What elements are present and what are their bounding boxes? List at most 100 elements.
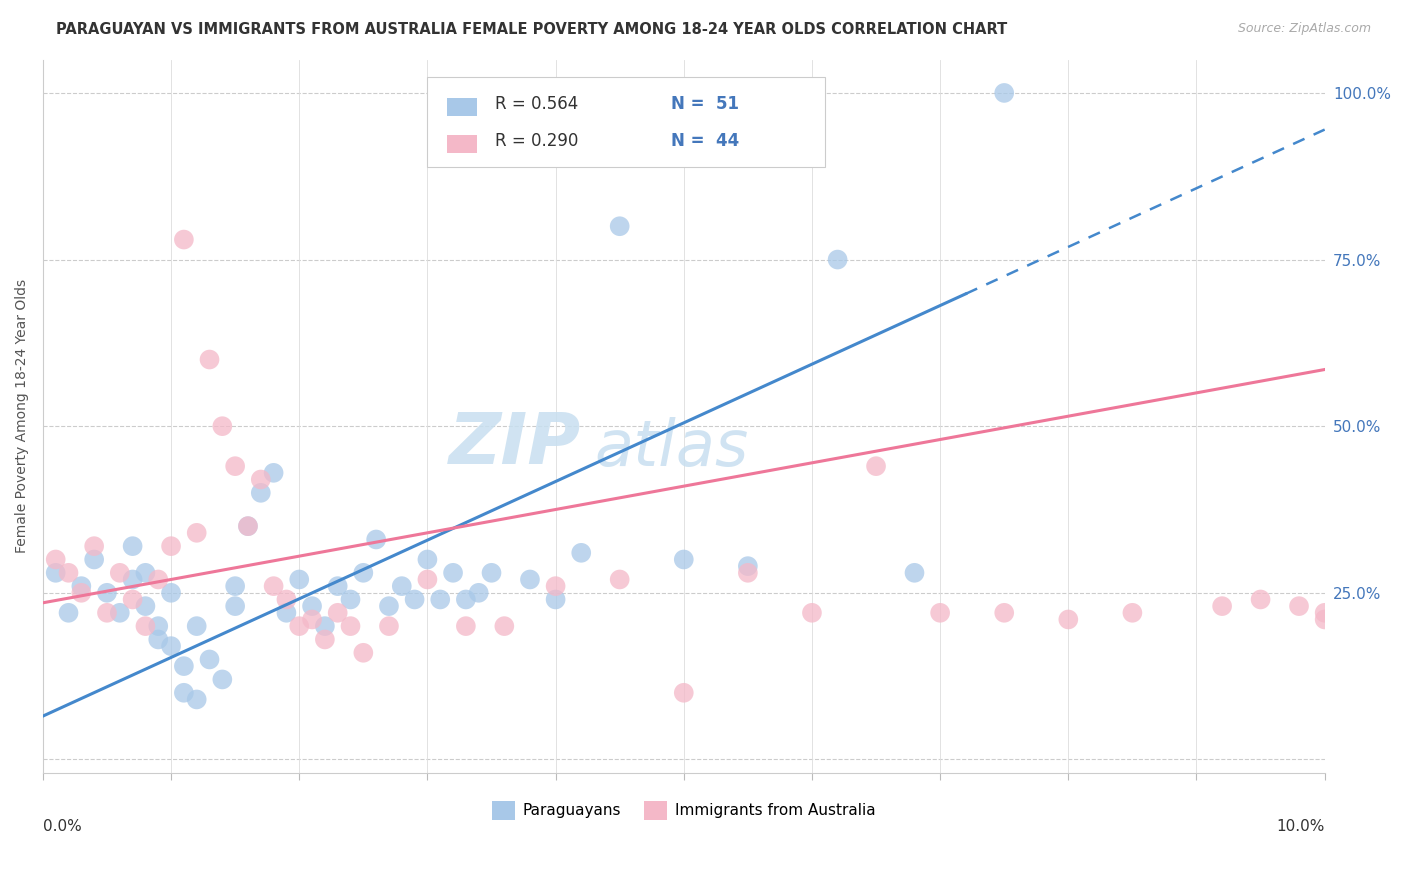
Point [173, 686, 195, 700]
Point [1288, 599, 1310, 614]
Point [1057, 612, 1080, 626]
Point [96, 586, 118, 600]
Text: N =  51: N = 51 [671, 95, 740, 113]
Point [378, 599, 401, 614]
Text: ZIP: ZIP [449, 410, 581, 479]
Point [441, 566, 464, 580]
Point [148, 573, 170, 587]
Point [224, 599, 246, 614]
Point [454, 619, 477, 633]
Point [83, 539, 105, 553]
Point [236, 519, 259, 533]
Point [1313, 606, 1336, 620]
FancyBboxPatch shape [447, 135, 478, 153]
Point [352, 646, 374, 660]
Point [108, 566, 131, 580]
Point [263, 579, 285, 593]
Point [236, 519, 259, 533]
Point [865, 459, 887, 474]
Point [160, 539, 183, 553]
Point [609, 219, 631, 234]
Point [314, 632, 336, 647]
Point [224, 579, 246, 593]
Point [198, 352, 221, 367]
Point [391, 579, 413, 593]
Point [929, 606, 952, 620]
Point [121, 592, 143, 607]
Point [58, 606, 80, 620]
Point [352, 566, 374, 580]
Point [70, 579, 93, 593]
Text: Source: ZipAtlas.com: Source: ZipAtlas.com [1237, 22, 1371, 36]
Point [326, 579, 349, 593]
Point [481, 566, 503, 580]
Point [903, 566, 925, 580]
Point [366, 533, 388, 547]
Point [249, 485, 271, 500]
Point [45, 552, 67, 566]
Point [301, 599, 323, 614]
Point [108, 606, 131, 620]
Point [198, 652, 221, 666]
Point [121, 539, 143, 553]
Point [249, 473, 271, 487]
Point [224, 459, 246, 474]
Point [416, 552, 439, 566]
Point [454, 592, 477, 607]
Point [416, 573, 439, 587]
Point [326, 606, 349, 620]
Text: 0.0%: 0.0% [44, 819, 82, 834]
Point [58, 566, 80, 580]
Point [96, 606, 118, 620]
Point [134, 566, 156, 580]
Point [1211, 599, 1233, 614]
Point [467, 586, 489, 600]
Point [263, 466, 285, 480]
Point [672, 552, 695, 566]
Point [827, 252, 849, 267]
Point [1121, 606, 1143, 620]
Point [186, 525, 208, 540]
Point [301, 612, 323, 626]
Point [609, 573, 631, 587]
Point [148, 632, 170, 647]
Point [519, 573, 541, 587]
Point [378, 619, 401, 633]
Y-axis label: Female Poverty Among 18-24 Year Olds: Female Poverty Among 18-24 Year Olds [15, 279, 30, 553]
Point [288, 573, 311, 587]
Point [672, 686, 695, 700]
Point [544, 592, 567, 607]
Point [211, 419, 233, 434]
Point [160, 586, 183, 600]
Point [173, 233, 195, 247]
Text: R = 0.290: R = 0.290 [495, 132, 579, 150]
Legend: Paraguayans, Immigrants from Australia: Paraguayans, Immigrants from Australia [486, 795, 882, 826]
Point [993, 606, 1015, 620]
Point [737, 566, 759, 580]
Point [494, 619, 516, 633]
Point [186, 619, 208, 633]
Text: PARAGUAYAN VS IMMIGRANTS FROM AUSTRALIA FEMALE POVERTY AMONG 18-24 YEAR OLDS COR: PARAGUAYAN VS IMMIGRANTS FROM AUSTRALIA … [56, 22, 1008, 37]
Point [339, 619, 361, 633]
Point [737, 559, 759, 574]
Point [45, 566, 67, 580]
Point [276, 592, 298, 607]
Text: atlas: atlas [595, 417, 748, 479]
Point [160, 639, 183, 653]
Point [83, 552, 105, 566]
Point [1250, 592, 1272, 607]
Text: N =  44: N = 44 [671, 132, 740, 150]
Point [339, 592, 361, 607]
FancyBboxPatch shape [447, 98, 478, 116]
Point [314, 619, 336, 633]
Point [800, 606, 823, 620]
Point [569, 546, 592, 560]
Point [121, 573, 143, 587]
Point [404, 592, 426, 607]
Point [134, 599, 156, 614]
Point [544, 579, 567, 593]
Point [288, 619, 311, 633]
Point [134, 619, 156, 633]
Point [173, 659, 195, 673]
Point [70, 586, 93, 600]
